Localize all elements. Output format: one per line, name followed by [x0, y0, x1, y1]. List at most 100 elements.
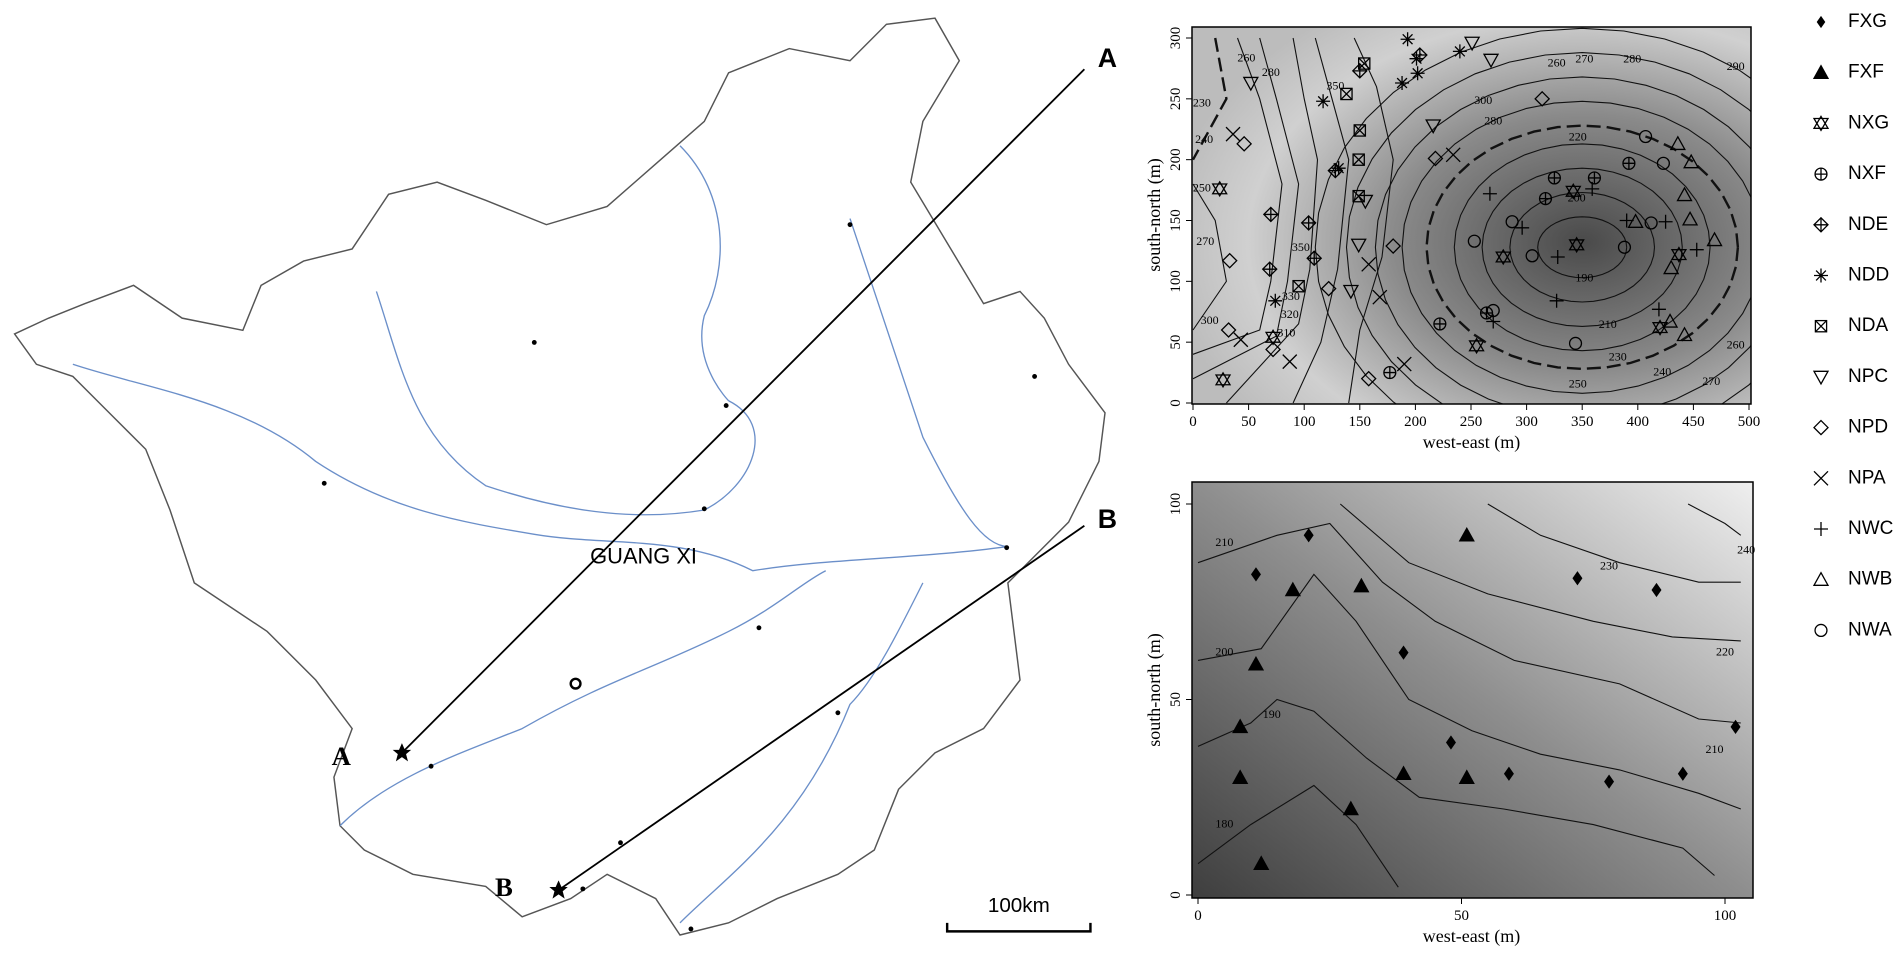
river: [72, 363, 1008, 572]
city: [847, 222, 853, 228]
marker-group: [1565, 183, 1582, 200]
marker-part: [1539, 192, 1552, 205]
marker-group: [1670, 246, 1688, 263]
marker-group: [1538, 192, 1553, 206]
marker-part: [1480, 307, 1493, 319]
marker: [1225, 126, 1241, 142]
marker: [1515, 220, 1530, 235]
contour-label: 330: [1282, 289, 1300, 303]
marker: [1342, 800, 1359, 816]
marker: [1221, 252, 1238, 269]
marker-part: [1353, 124, 1367, 137]
contour-label: 250: [1193, 181, 1211, 195]
marker-part: [1568, 236, 1585, 251]
marker: [1604, 774, 1615, 789]
y-tick-label: 0: [1168, 399, 1184, 407]
contour-line: [1192, 183, 1227, 331]
contour-label: 220: [1569, 130, 1587, 144]
contour-line: [1314, 27, 1751, 404]
contour-label: 260: [1727, 338, 1745, 352]
contour-label: 350: [1326, 78, 1344, 92]
city: [618, 840, 623, 846]
x-tick-label: 200: [1404, 414, 1427, 430]
marker: [1467, 234, 1481, 248]
marker-group: [1214, 371, 1232, 389]
legend-label: NDA: [1848, 315, 1888, 336]
chart-panel: 210 200 190 180 240 230 220 210 0 50 100 0 50 100 west…: [1144, 493, 1755, 947]
marker-part: [1651, 322, 1669, 336]
marker-group: [1468, 337, 1485, 355]
legend-label: NPC: [1848, 366, 1888, 387]
site-label: B: [495, 872, 513, 902]
marker: [1353, 577, 1370, 593]
marker: [1651, 582, 1662, 598]
marker-group: [1813, 216, 1829, 233]
marker: [1385, 238, 1402, 254]
contours: [1192, 27, 1751, 404]
plot-frame: [1191, 481, 1754, 899]
city: [1004, 545, 1010, 551]
region-label: GUANG XI: [590, 543, 697, 568]
marker: [1247, 655, 1265, 671]
legend-label: NPD: [1848, 417, 1888, 438]
y-axis-label: south-north (m): [1144, 633, 1165, 746]
x-tick-label: 0: [1194, 908, 1202, 924]
contour-line: [1537, 216, 1628, 279]
marker: [1656, 156, 1670, 170]
y-tick-label: 250: [1168, 88, 1184, 111]
marker: [1730, 719, 1741, 735]
contour-label: 190: [1575, 271, 1593, 285]
contour-label: 200: [1215, 644, 1233, 658]
marker: [1549, 293, 1564, 308]
marker-group: [1353, 124, 1367, 137]
marker: [1232, 718, 1249, 734]
river: [679, 582, 924, 924]
marker: [1812, 370, 1830, 386]
contour-label: 290: [1727, 59, 1745, 73]
site-label: A: [332, 741, 352, 771]
marker: [1458, 526, 1475, 542]
marker: [1331, 161, 1346, 176]
x-tick-label: 400: [1627, 414, 1650, 430]
x-tick-label: 500: [1738, 414, 1761, 430]
marker-group: [1306, 250, 1323, 267]
marker-group: [1340, 87, 1353, 101]
marker: [1644, 216, 1658, 230]
marker: [1445, 735, 1456, 750]
scale-label: 100km: [988, 894, 1050, 917]
marker: [1342, 284, 1360, 300]
marker: [1464, 36, 1481, 52]
legend: FXG FXF NXG NXF NDE NDD NDA NPC NPD NPA NWC NWB NWA: [1812, 11, 1893, 640]
marker: [1676, 326, 1693, 342]
marker: [1534, 90, 1551, 107]
marker-part: [1352, 153, 1365, 166]
marker: [1689, 242, 1704, 257]
marker-part: [1433, 317, 1446, 330]
contour-label: 230: [1600, 558, 1618, 572]
y-tick-label: 0: [1168, 891, 1184, 899]
marker: [1265, 341, 1281, 358]
marker-group: [1383, 365, 1397, 380]
marker-part: [1340, 87, 1353, 101]
marker-part: [1568, 239, 1585, 254]
marker: [1568, 336, 1583, 350]
marker: [1651, 302, 1666, 317]
legend-label: NDD: [1848, 265, 1889, 286]
contour-label: 260: [1548, 55, 1566, 69]
plot-background: [1192, 482, 1753, 898]
contour-line: [1197, 573, 1741, 810]
marker-part: [1495, 251, 1512, 266]
line-b: [558, 525, 1085, 891]
marker-group: [1568, 236, 1585, 254]
site-star: [392, 743, 412, 762]
marker: [1814, 623, 1828, 638]
marker: [1250, 567, 1261, 582]
contour-label: 230: [1193, 95, 1211, 109]
marker: [1409, 51, 1424, 66]
marker-part: [1588, 171, 1601, 184]
marker-part: [1670, 246, 1688, 261]
x-tick-label: 300: [1515, 414, 1538, 430]
contour-line: [1348, 37, 1394, 404]
contour-label: 310: [1277, 325, 1295, 339]
rivers: [72, 145, 1008, 924]
